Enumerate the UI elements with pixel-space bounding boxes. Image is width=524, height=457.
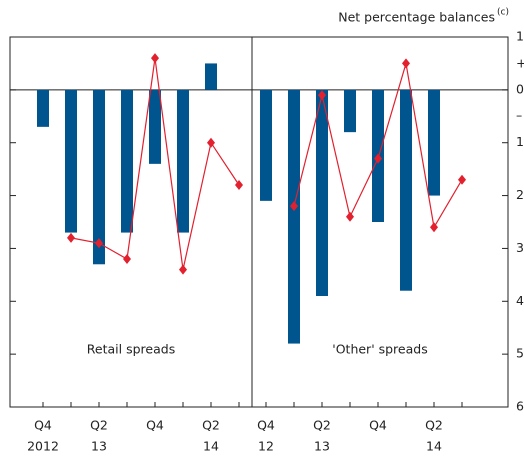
x-year-label: 12 [258,439,274,454]
y-tick-label: 10 [516,134,524,149]
marker [235,180,243,190]
bar [428,89,440,196]
x-tick-label: Q4 [257,418,275,433]
y-tick-label: 0 [516,81,524,96]
plot-frame [9,36,509,408]
y-tick-label: 60 [516,399,524,414]
bar [121,89,133,233]
bar [288,89,300,344]
marker [95,238,103,249]
panel-label: 'Other' spreads [332,342,427,357]
x-year-label: 14 [203,439,219,454]
y-tick-label: 40 [516,293,524,308]
bar [177,89,189,233]
marker [346,211,354,222]
marker [67,232,75,243]
marker [290,201,298,212]
bar [93,89,105,265]
marker [207,137,215,148]
bar [37,89,49,127]
bar [316,89,328,296]
sign-label: + [516,55,524,70]
x-tick-label: Q2 [90,418,108,433]
y-tick-label: 10 [516,29,524,44]
bar [344,89,356,133]
y-tick-label: 50 [516,346,524,361]
marker [430,222,438,233]
x-tick-label: Q2 [202,418,220,433]
sign-label: – [516,107,522,122]
x-tick-label: Q2 [425,418,443,433]
marker [179,264,187,275]
x-tick-label: Q4 [146,418,164,433]
marker [458,174,466,185]
x-year-label: 13 [314,439,330,454]
bar [205,63,217,90]
x-tick-label: Q2 [313,418,331,433]
marker [123,254,131,264]
bar [400,89,412,291]
bar [260,89,272,201]
x-year-label: 13 [91,439,107,454]
marker [402,58,410,69]
marker [374,153,382,164]
x-year-label: 14 [426,439,442,454]
marker [151,53,159,64]
marker [318,90,326,101]
bar [65,89,77,233]
x-tick-label: Q4 [34,418,52,433]
y-tick-label: 20 [516,187,524,202]
x-year-label: 2012 [27,439,59,454]
bar [149,89,161,164]
y-tick-label: 30 [516,240,524,255]
y-axis-note: (c) [497,8,509,18]
y-axis-label: Net percentage balances [338,10,495,25]
panel-label: Retail spreads [87,342,175,357]
x-tick-label: Q4 [369,418,387,433]
